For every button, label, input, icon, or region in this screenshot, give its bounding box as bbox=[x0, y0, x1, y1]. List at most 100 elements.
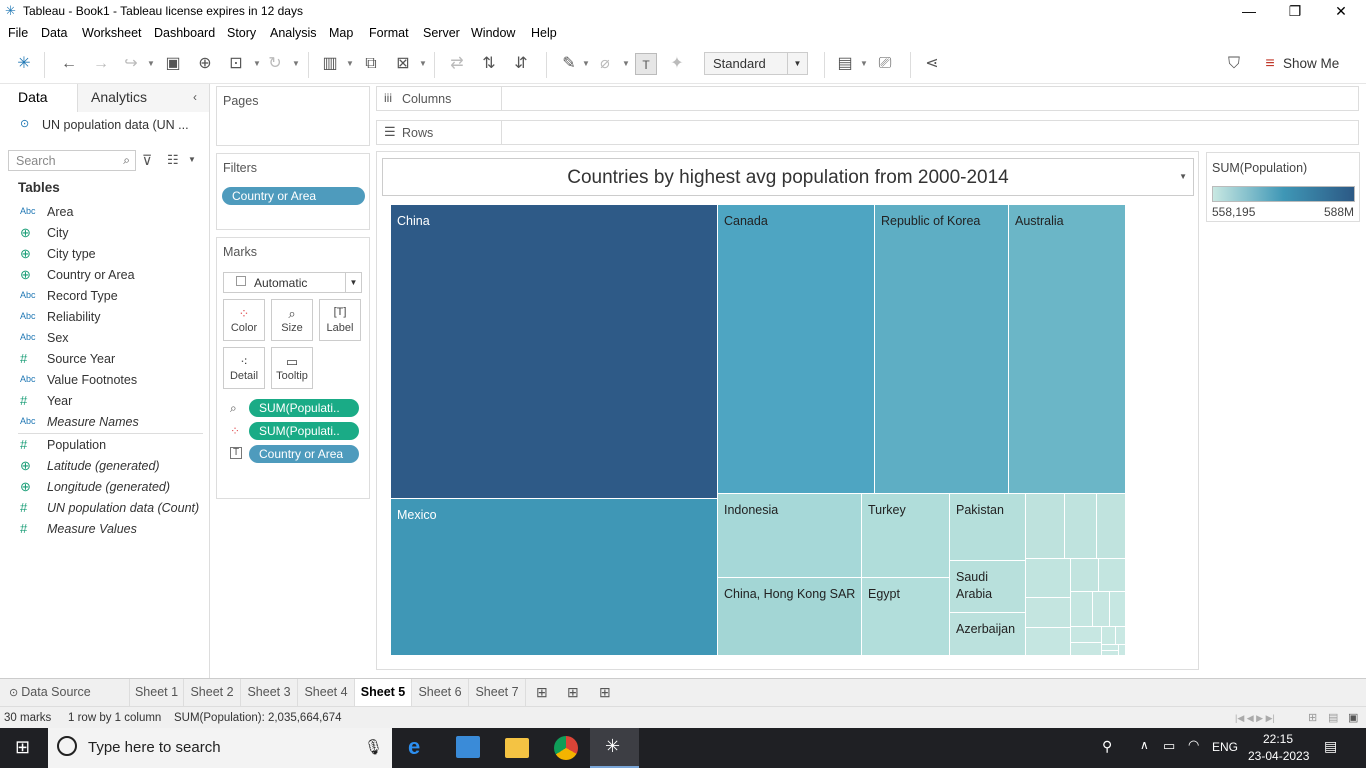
sheet-sorter-icon[interactable]: ⊞ bbox=[1308, 712, 1318, 724]
show-me-icon[interactable]: ≡ bbox=[1265, 55, 1275, 72]
treemap-cell-saudi-arabia[interactable]: Saudi Arabia bbox=[950, 561, 1026, 613]
pause-updates-icon[interactable]: ⊡ bbox=[229, 55, 243, 72]
fit-select[interactable]: Standard ▼ bbox=[704, 52, 808, 75]
tableau-home-icon[interactable]: ✳ bbox=[17, 55, 31, 72]
tab-data-source[interactable]: ⊙ Data Source bbox=[0, 679, 130, 707]
treemap-cell[interactable] bbox=[1071, 643, 1102, 656]
treemap-cell-mexico[interactable]: Mexico bbox=[391, 499, 718, 656]
menu-worksheet[interactable]: Worksheet bbox=[82, 26, 142, 40]
group-icon[interactable]: ⌀ bbox=[600, 55, 610, 72]
treemap-cell-indonesia[interactable]: Indonesia bbox=[718, 494, 862, 578]
tab-sheet-4[interactable]: Sheet 4 bbox=[298, 679, 355, 707]
datasource-name[interactable]: UN population data (UN ... bbox=[42, 118, 189, 132]
share-icon[interactable]: ⋖ bbox=[925, 55, 939, 72]
tableau-taskbar-icon[interactable]: ✳ bbox=[590, 728, 639, 768]
refresh-icon[interactable]: ↻ bbox=[268, 55, 282, 72]
chevron-down-icon[interactable]: ▼ bbox=[188, 155, 196, 164]
tab-data[interactable]: Data bbox=[0, 84, 77, 112]
menu-format[interactable]: Format bbox=[369, 26, 409, 40]
chevron-down-icon[interactable]: ▼ bbox=[860, 59, 868, 68]
menu-file[interactable]: File bbox=[8, 26, 29, 40]
columns-shelf[interactable]: iii Columns bbox=[376, 86, 1359, 111]
field-measure-names[interactable]: Abc Measure Names bbox=[0, 412, 209, 433]
field-city[interactable]: ⊕ City bbox=[0, 223, 209, 244]
treemap-cell[interactable] bbox=[1099, 559, 1126, 592]
menu-map[interactable]: Map bbox=[329, 26, 354, 40]
ask-data-icon[interactable]: ⛉ bbox=[1227, 55, 1240, 72]
duplicate-sheet-icon[interactable]: ⧉ bbox=[365, 55, 377, 72]
field-city-type[interactable]: ⊕ City type bbox=[0, 244, 209, 265]
windows-start-icon[interactable]: ⊞ bbox=[15, 737, 31, 757]
chevron-down-icon[interactable]: ▼ bbox=[147, 59, 155, 68]
tab-sheet-7[interactable]: Sheet 7 bbox=[469, 679, 526, 707]
field-count[interactable]: # UN population data (Count) bbox=[0, 498, 209, 519]
size-pill[interactable]: SUM(Populati.. bbox=[249, 399, 359, 417]
treemap-cell-hong-kong[interactable]: China, Hong Kong SAR bbox=[718, 578, 862, 656]
treemap-cell[interactable] bbox=[1026, 559, 1071, 598]
language-indicator[interactable]: ENG bbox=[1212, 740, 1239, 754]
treemap-cell-turkey[interactable]: Turkey bbox=[862, 494, 950, 578]
show-me-button[interactable]: Show Me bbox=[1283, 56, 1340, 71]
menu-analysis[interactable]: Analysis bbox=[270, 26, 317, 40]
file-explorer-icon[interactable] bbox=[505, 738, 529, 758]
field-source-year[interactable]: # Source Year bbox=[0, 349, 209, 370]
fix-axes-icon[interactable]: ✦ bbox=[670, 55, 684, 72]
field-area[interactable]: Abc Area bbox=[0, 202, 209, 223]
wifi-icon[interactable]: ◠ bbox=[1188, 737, 1200, 752]
size-button[interactable]: ⌕ Size bbox=[271, 299, 313, 341]
view-list-icon[interactable]: ☷ bbox=[167, 152, 179, 167]
clear-sheet-icon[interactable]: ⊠ bbox=[396, 55, 410, 72]
treemap-cell[interactable] bbox=[1071, 559, 1099, 592]
new-worksheet-icon[interactable]: ⊞ bbox=[536, 684, 548, 700]
redo-icon[interactable]: → bbox=[93, 55, 109, 72]
chevron-down-icon[interactable]: ▼ bbox=[622, 59, 630, 68]
tab-sheet-1[interactable]: Sheet 1 bbox=[130, 679, 184, 707]
filter-icon[interactable]: ⊽ bbox=[142, 152, 153, 168]
filmstrip-icon[interactable]: ▤ bbox=[1328, 712, 1339, 724]
new-dashboard-icon[interactable]: ⊞ bbox=[567, 684, 579, 700]
field-value-footnotes[interactable]: Abc Value Footnotes bbox=[0, 370, 209, 391]
chevron-down-icon[interactable]: ▼ bbox=[582, 59, 590, 68]
field-year[interactable]: # Year bbox=[0, 391, 209, 412]
menu-dashboard[interactable]: Dashboard bbox=[154, 26, 216, 40]
collapse-pane-icon[interactable]: ‹ bbox=[193, 90, 197, 104]
replay-icon[interactable]: ↪ bbox=[124, 55, 138, 72]
treemap-cell[interactable] bbox=[1097, 494, 1126, 559]
color-pill[interactable]: SUM(Populati.. bbox=[249, 422, 359, 440]
field-reliability[interactable]: Abc Reliability bbox=[0, 307, 209, 328]
maximize-button[interactable]: ❐ bbox=[1288, 3, 1302, 19]
photos-icon[interactable] bbox=[456, 736, 480, 758]
treemap-cell-china[interactable]: China bbox=[391, 205, 718, 499]
save-icon[interactable]: ▣ bbox=[165, 55, 181, 72]
treemap-cell-azerbaijan[interactable]: Azerbaijan bbox=[950, 613, 1026, 656]
sheet-nav-icons[interactable]: |◀ ◀ ▶ ▶| bbox=[1235, 713, 1275, 723]
menu-window[interactable]: Window bbox=[471, 26, 516, 40]
tab-sheet-6[interactable]: Sheet 6 bbox=[412, 679, 469, 707]
tooltip-button[interactable]: ▭ Tooltip bbox=[271, 347, 313, 389]
treemap-cell[interactable] bbox=[1065, 494, 1097, 559]
presentation-mode-icon[interactable]: ⎚ bbox=[878, 55, 892, 72]
show-cards-icon[interactable]: ▤ bbox=[837, 55, 853, 72]
undo-icon[interactable]: ← bbox=[61, 55, 77, 72]
close-button[interactable]: ✕ bbox=[1335, 3, 1347, 19]
treemap-cell[interactable] bbox=[1026, 494, 1065, 559]
treemap-cell[interactable] bbox=[1102, 627, 1116, 645]
filters-card[interactable]: Filters Country or Area bbox=[216, 153, 370, 230]
field-latitude[interactable]: ⊕ Latitude (generated) bbox=[0, 456, 209, 477]
field-record-type[interactable]: Abc Record Type bbox=[0, 286, 209, 307]
treemap-cell[interactable] bbox=[1071, 627, 1102, 643]
sort-descending-icon[interactable]: ⇵ bbox=[514, 55, 528, 72]
clock-date[interactable]: 23-04-2023 bbox=[1248, 749, 1310, 763]
clock-time[interactable]: 22:15 bbox=[1263, 732, 1294, 746]
label-button[interactable]: [T] Label bbox=[319, 299, 361, 341]
treemap-cell-egypt[interactable]: Egypt bbox=[862, 578, 950, 656]
chevron-up-icon[interactable]: ∧ bbox=[1140, 738, 1149, 752]
sort-ascending-icon[interactable]: ⇅ bbox=[482, 55, 496, 72]
chevron-down-icon[interactable]: ▼ bbox=[1179, 172, 1187, 181]
color-button[interactable]: ⁘ Color bbox=[223, 299, 265, 341]
menu-server[interactable]: Server bbox=[423, 26, 460, 40]
highlight-icon[interactable]: ✎ bbox=[562, 55, 576, 72]
minimize-button[interactable]: — bbox=[1242, 3, 1256, 19]
treemap-cell[interactable] bbox=[1026, 598, 1071, 628]
chevron-down-icon[interactable]: ▼ bbox=[345, 273, 361, 292]
